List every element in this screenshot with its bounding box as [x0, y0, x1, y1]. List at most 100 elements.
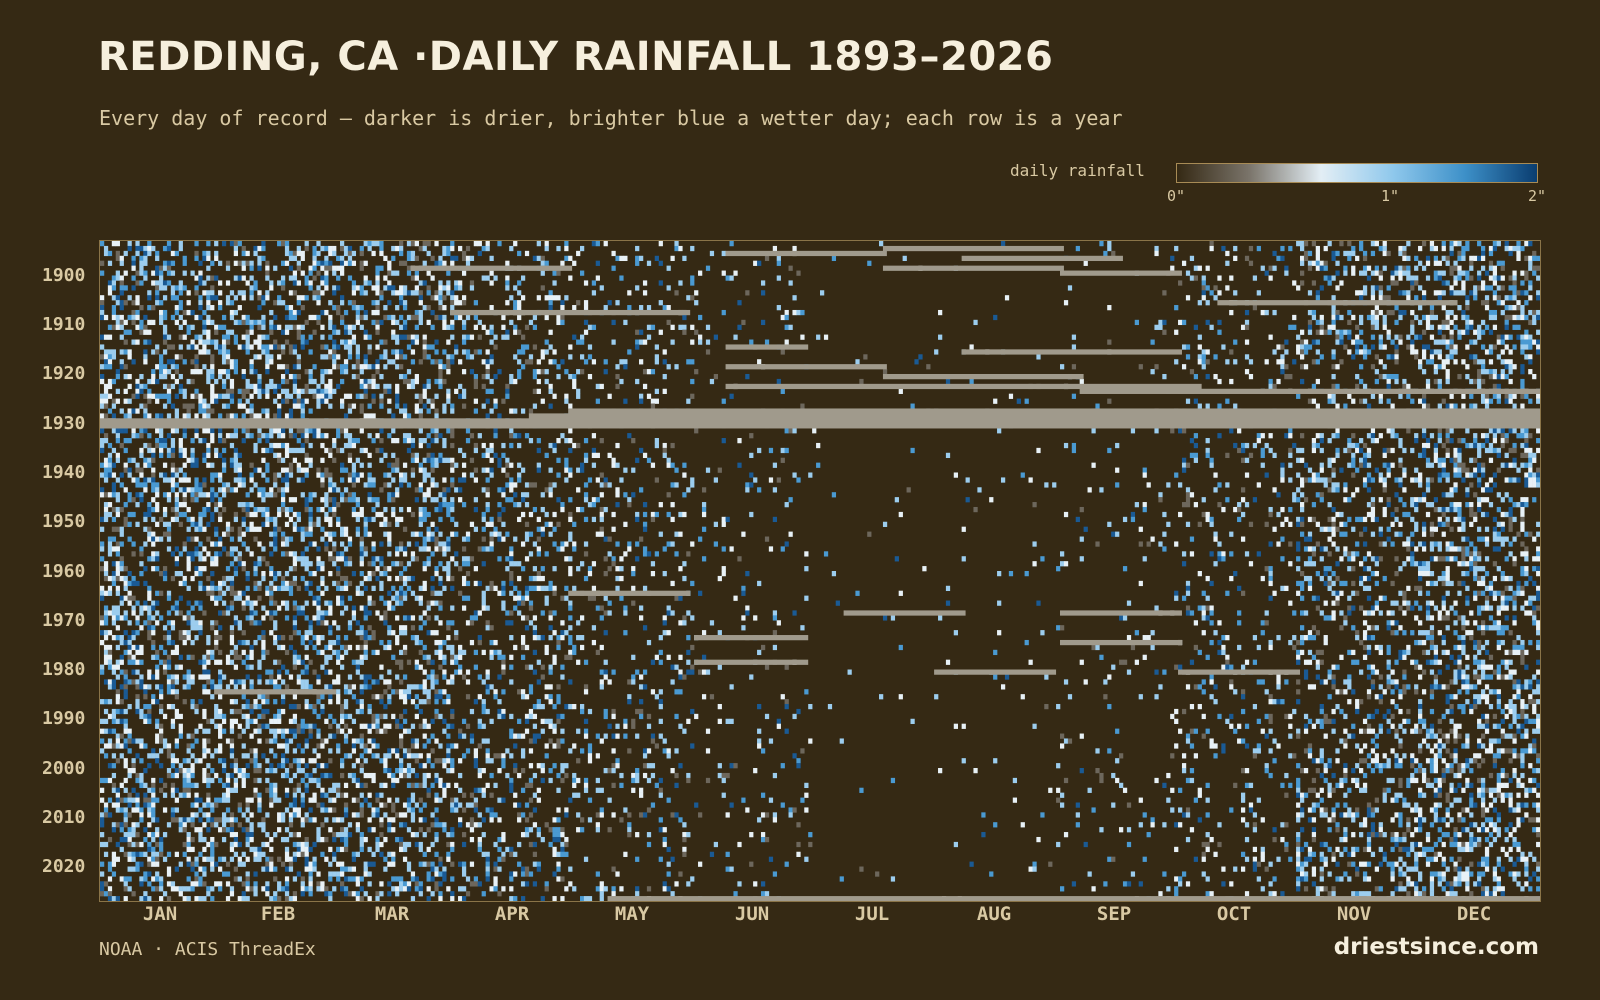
heatmap-cell	[139, 324, 144, 330]
heatmap-cell	[1496, 285, 1501, 291]
heatmap-cell	[1331, 364, 1336, 370]
heatmap-cell	[127, 314, 132, 321]
heatmap-cell	[882, 369, 888, 375]
heatmap-cell	[1331, 467, 1336, 473]
heatmap-cell	[1382, 506, 1387, 513]
heatmap-cell	[387, 265, 392, 271]
heatmap-cell	[147, 295, 152, 301]
heatmap-cell	[127, 329, 132, 335]
heatmap-cell	[233, 334, 238, 340]
heatmap-cell	[229, 462, 235, 468]
heatmap-cell	[520, 497, 526, 503]
heatmap-cell	[1343, 329, 1348, 335]
heatmap-cell	[206, 452, 211, 459]
heatmap-cell	[489, 280, 494, 286]
heatmap-cell	[969, 378, 974, 385]
heatmap-cell	[615, 502, 620, 508]
heatmap-cell	[359, 472, 364, 478]
heatmap-cell	[170, 359, 176, 365]
heatmap-cell	[705, 467, 711, 473]
heatmap-cell	[237, 502, 242, 508]
heatmap-cell	[654, 354, 659, 360]
heatmap-cell	[1347, 442, 1352, 449]
heatmap-cell	[1319, 354, 1324, 360]
heatmap-cell	[1508, 516, 1513, 523]
heatmap-cell	[237, 398, 242, 404]
heatmap-cell	[1516, 255, 1521, 262]
heatmap-cell	[1303, 339, 1309, 345]
heatmap-cell	[202, 477, 207, 483]
heatmap-cell	[233, 546, 238, 552]
heatmap-cell	[155, 344, 160, 350]
heatmap-cell	[1319, 526, 1324, 532]
heatmap-cell	[1437, 349, 1442, 355]
heatmap-cell	[422, 388, 427, 394]
heatmap-cell	[1370, 364, 1376, 370]
heatmap-cell	[194, 428, 199, 434]
heatmap-cell	[347, 255, 353, 262]
heatmap-cell	[1449, 438, 1454, 444]
heatmap-cell	[1453, 506, 1458, 513]
heatmap-cell	[1536, 275, 1540, 281]
heatmap-cell	[399, 408, 404, 414]
heatmap-cell	[190, 270, 195, 276]
heatmap-cell	[1284, 265, 1289, 271]
heatmap-cell	[308, 526, 313, 532]
heatmap-cell	[568, 403, 573, 409]
heatmap-cell	[182, 260, 187, 266]
heatmap-cell	[414, 541, 419, 547]
heatmap-cell	[1355, 467, 1360, 473]
heatmap-cell	[1465, 305, 1470, 311]
heatmap-cell	[1524, 300, 1529, 306]
heatmap-cell	[410, 334, 416, 340]
heatmap-cell	[131, 511, 136, 518]
heatmap-cell	[292, 344, 298, 350]
heatmap-cell	[454, 462, 459, 468]
heatmap-cell	[308, 285, 313, 291]
heatmap-cell	[442, 546, 447, 552]
heatmap-cell	[509, 245, 514, 252]
heatmap-cell	[1500, 334, 1505, 340]
heatmap-cell	[426, 433, 431, 439]
heatmap-cell	[284, 472, 290, 478]
heatmap-cell	[210, 295, 215, 301]
heatmap-cell	[320, 472, 325, 478]
heatmap-cell	[1465, 275, 1470, 281]
heatmap-cell	[1335, 511, 1340, 518]
heatmap-cell	[430, 531, 435, 537]
heatmap-cell	[280, 241, 286, 247]
heatmap-cell	[489, 457, 494, 463]
heatmap-cell	[654, 438, 659, 444]
heatmap-cell	[1386, 250, 1391, 257]
heatmap-cell	[336, 433, 341, 439]
heatmap-cell	[1020, 472, 1025, 478]
heatmap-cell	[1386, 428, 1391, 434]
heatmap-cell	[1280, 369, 1285, 375]
heatmap-cell	[155, 265, 160, 271]
heatmap-cell	[241, 502, 246, 508]
heatmap-cell	[1351, 314, 1356, 321]
heatmap-cell	[277, 324, 282, 330]
heatmap-cell	[1492, 447, 1498, 454]
heatmap-cell	[1366, 265, 1372, 271]
heatmap-cell	[395, 383, 400, 390]
heatmap-cell	[273, 344, 278, 350]
heatmap-cell	[221, 447, 227, 454]
heatmap-cell	[147, 250, 152, 257]
heatmap-cell	[241, 260, 246, 266]
heatmap-cell	[540, 492, 545, 498]
heatmap-cell	[1303, 462, 1309, 468]
heatmap-cell	[170, 314, 176, 321]
heatmap-cell	[316, 295, 321, 301]
heatmap-cell	[273, 531, 278, 537]
heatmap-cell	[454, 255, 459, 262]
heatmap-cell	[261, 319, 266, 326]
heatmap-cell	[355, 359, 360, 365]
heatmap-cell	[505, 334, 510, 340]
heatmap-cell	[1492, 314, 1498, 321]
heatmap-cell	[438, 373, 443, 380]
heatmap-cell	[100, 270, 105, 276]
heatmap-cell	[784, 502, 789, 508]
heatmap-cell	[336, 344, 341, 350]
heatmap-cell	[304, 546, 309, 552]
